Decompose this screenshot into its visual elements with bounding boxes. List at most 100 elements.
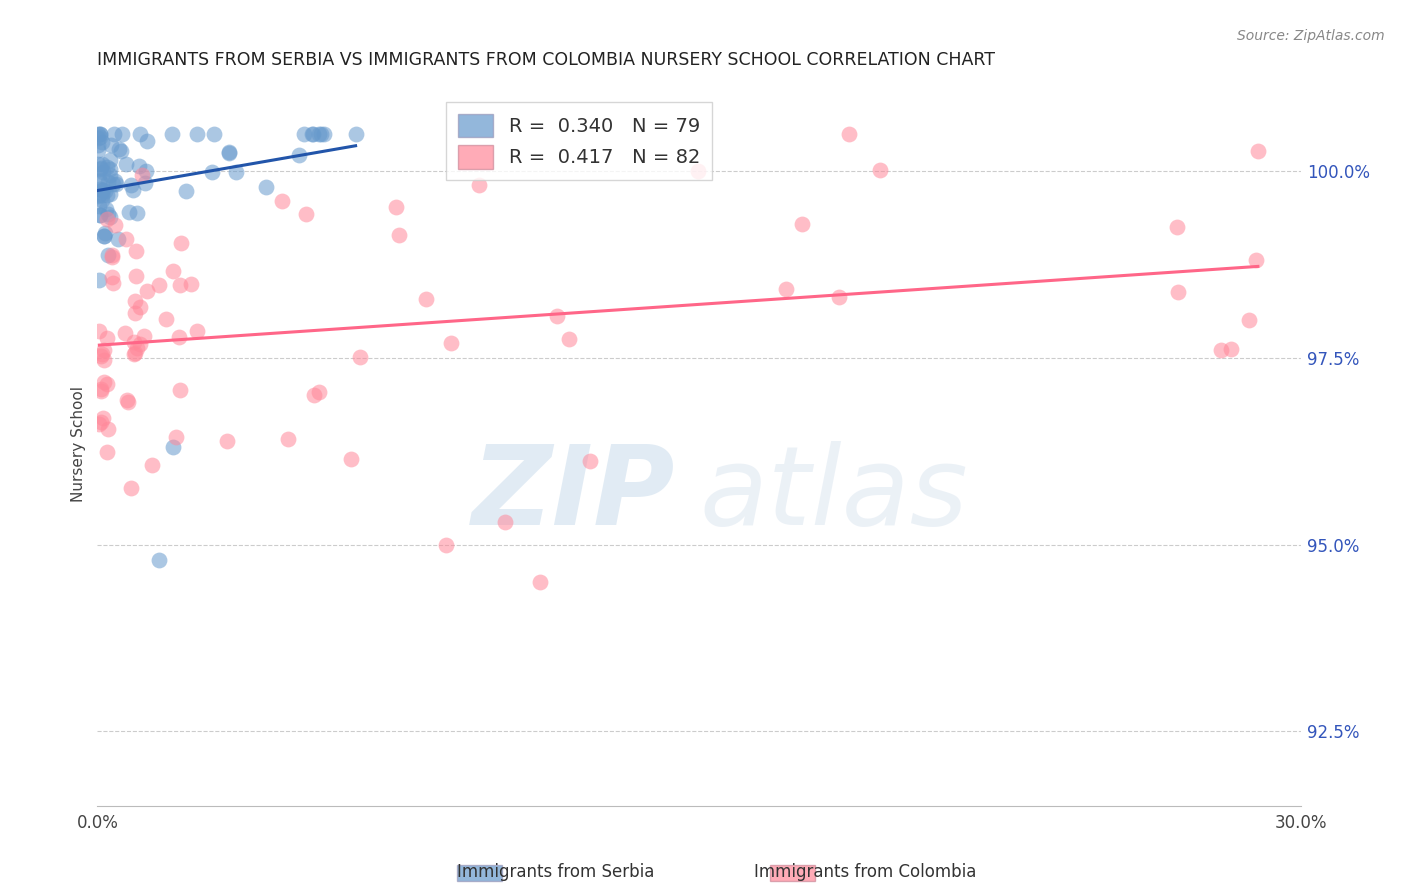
- Point: [114, 157, 136, 171]
- Point: [295, 207, 318, 221]
- Point: [124, 335, 146, 350]
- Point: [98, 168, 121, 182]
- Text: Immigrants from Serbia: Immigrants from Serbia: [457, 863, 654, 881]
- Point: [115, 393, 138, 408]
- Point: [128, 300, 150, 314]
- Point: [775, 282, 797, 296]
- Point: [91, 165, 114, 179]
- Point: [1244, 252, 1267, 267]
- Point: [434, 538, 457, 552]
- Point: [162, 264, 184, 278]
- Point: [292, 127, 315, 141]
- Point: [101, 270, 124, 285]
- Point: [100, 137, 122, 152]
- Point: [1167, 285, 1189, 299]
- Point: [87, 127, 110, 141]
- Point: [93, 343, 115, 358]
- Point: [578, 454, 600, 468]
- Point: [90, 161, 112, 176]
- Point: [96, 212, 118, 227]
- Point: [91, 183, 114, 197]
- Point: [90, 382, 112, 396]
- Point: [89, 208, 111, 222]
- Point: [91, 188, 114, 202]
- Point: [103, 127, 125, 141]
- Point: [104, 173, 127, 187]
- Point: [114, 326, 136, 340]
- Point: [90, 349, 112, 363]
- Point: [96, 445, 118, 459]
- Point: [89, 173, 111, 187]
- Point: [494, 515, 516, 529]
- Point: [467, 178, 489, 192]
- Point: [135, 134, 157, 148]
- Point: [87, 199, 110, 213]
- Point: [128, 127, 150, 141]
- Y-axis label: Nursery School: Nursery School: [72, 385, 86, 501]
- Point: [89, 208, 111, 222]
- Point: [122, 183, 145, 197]
- Point: [162, 441, 184, 455]
- Point: [91, 183, 114, 197]
- Point: [339, 452, 361, 467]
- Text: Source: ZipAtlas.com: Source: ZipAtlas.com: [1237, 29, 1385, 43]
- Point: [93, 376, 115, 390]
- Point: [828, 290, 851, 304]
- Point: [104, 218, 127, 232]
- Point: [96, 377, 118, 392]
- Point: [288, 148, 311, 162]
- Point: [122, 347, 145, 361]
- Point: [108, 142, 131, 156]
- Point: [104, 177, 127, 191]
- Point: [186, 127, 208, 141]
- Point: [97, 175, 120, 189]
- Point: [165, 430, 187, 444]
- Point: [218, 145, 240, 160]
- Point: [89, 127, 111, 141]
- Point: [134, 176, 156, 190]
- Point: [169, 330, 191, 344]
- Point: [256, 180, 278, 194]
- Point: [529, 574, 551, 589]
- Point: [1237, 313, 1260, 327]
- Point: [344, 127, 367, 141]
- Point: [1219, 343, 1241, 357]
- Point: [125, 244, 148, 258]
- Point: [101, 276, 124, 290]
- Point: [125, 341, 148, 355]
- Point: [118, 204, 141, 219]
- Point: [120, 482, 142, 496]
- Point: [97, 421, 120, 435]
- Point: [202, 127, 225, 141]
- Point: [388, 228, 411, 243]
- Point: [148, 277, 170, 292]
- Point: [301, 127, 323, 141]
- Point: [349, 350, 371, 364]
- Point: [128, 337, 150, 351]
- Text: atlas: atlas: [699, 441, 967, 548]
- Point: [155, 311, 177, 326]
- Point: [120, 178, 142, 192]
- Point: [89, 273, 111, 287]
- Point: [100, 248, 122, 262]
- Point: [301, 127, 323, 141]
- Point: [124, 346, 146, 360]
- Point: [101, 250, 124, 264]
- Point: [87, 156, 110, 170]
- Point: [94, 226, 117, 240]
- Point: [125, 268, 148, 283]
- Point: [170, 235, 193, 250]
- Point: [686, 164, 709, 178]
- Text: IMMIGRANTS FROM SERBIA VS IMMIGRANTS FROM COLOMBIA NURSERY SCHOOL CORRELATION CH: IMMIGRANTS FROM SERBIA VS IMMIGRANTS FRO…: [97, 51, 995, 69]
- Point: [94, 202, 117, 216]
- Point: [96, 331, 118, 345]
- Point: [308, 127, 330, 141]
- Point: [148, 552, 170, 566]
- Point: [225, 165, 247, 179]
- Point: [117, 395, 139, 409]
- Point: [89, 417, 111, 432]
- Point: [558, 332, 581, 346]
- Point: [162, 127, 184, 141]
- Point: [91, 410, 114, 425]
- Point: [87, 189, 110, 203]
